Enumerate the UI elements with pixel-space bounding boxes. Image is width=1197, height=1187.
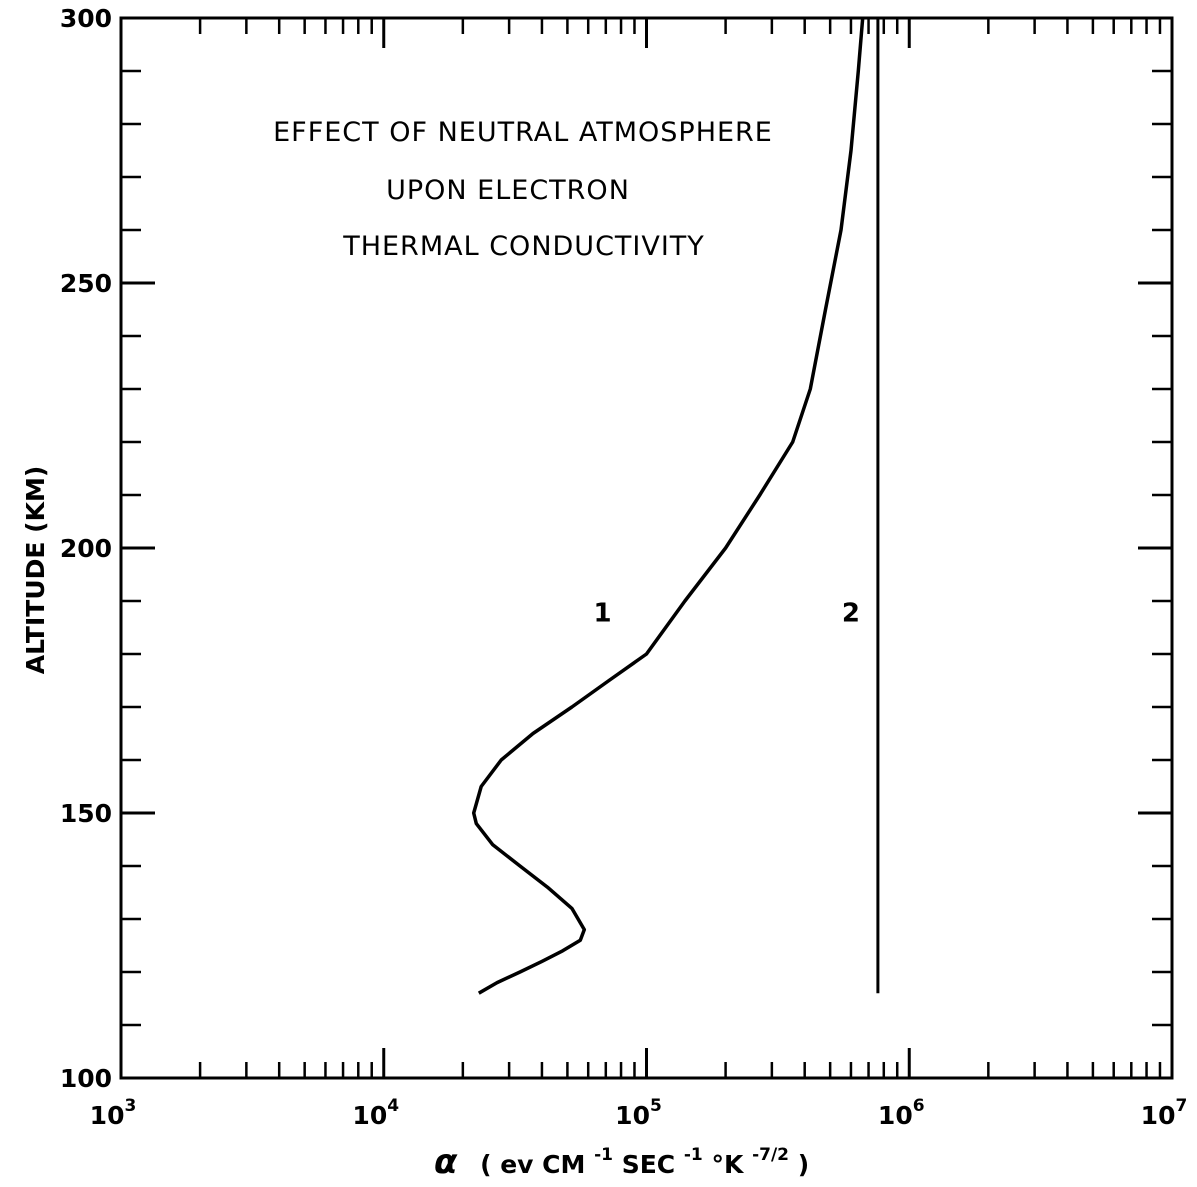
- x-tick-label: 104: [352, 1096, 399, 1130]
- y-tick-label: 300: [60, 4, 112, 33]
- x-tick-label: 106: [878, 1096, 925, 1130]
- x-axis-label: α ( ev CM -1 SEC -1 °K -7/2 ): [434, 1137, 809, 1182]
- chart-title: EFFECT OF NEUTRAL ATMOSPHERE UPON ELECTR…: [273, 117, 773, 262]
- series-line-1: [471, 17, 865, 995]
- y-tick-label: 150: [60, 799, 112, 828]
- svg-text:α ( ev CM -1: α ( ev CM -1 SEC -1 °K -7/2 ): [434, 1137, 809, 1182]
- curve-label-2: 2: [842, 599, 860, 629]
- curve-label-1: 1: [593, 599, 611, 629]
- x-tick-label: 103: [90, 1096, 137, 1130]
- y-ticks: 100 150 200 250 300: [60, 4, 1172, 1093]
- y-axis-label: ALTITUDE (KM): [21, 466, 50, 674]
- x-axis-exp-1: -1: [594, 1145, 613, 1165]
- y-tick-label: 250: [60, 269, 112, 298]
- x-axis-exp-2: -1: [684, 1145, 703, 1165]
- x-ticks: 103 104 105 106 107: [90, 18, 1188, 1130]
- x-axis-label-mid-2: °K: [711, 1150, 745, 1179]
- x-tick-label: 107: [1141, 1096, 1188, 1130]
- x-tick-label: 105: [615, 1096, 662, 1130]
- title-line-3: THERMAL CONDUCTIVITY: [342, 231, 705, 262]
- x-axis-exp-3: -7/2: [752, 1145, 789, 1165]
- y-tick-label: 200: [60, 534, 112, 563]
- x-axis-symbol: α: [434, 1142, 458, 1182]
- title-line-2: UPON ELECTRON: [386, 175, 630, 206]
- x-axis-label-mid-1: SEC: [622, 1150, 675, 1179]
- plot-frame: [119, 16, 1174, 1080]
- x-axis-label-open: ( ev CM: [480, 1150, 585, 1179]
- title-line-1: EFFECT OF NEUTRAL ATMOSPHERE: [273, 117, 773, 148]
- y-tick-label: 100: [60, 1064, 112, 1093]
- x-axis-label-close: ): [798, 1150, 809, 1179]
